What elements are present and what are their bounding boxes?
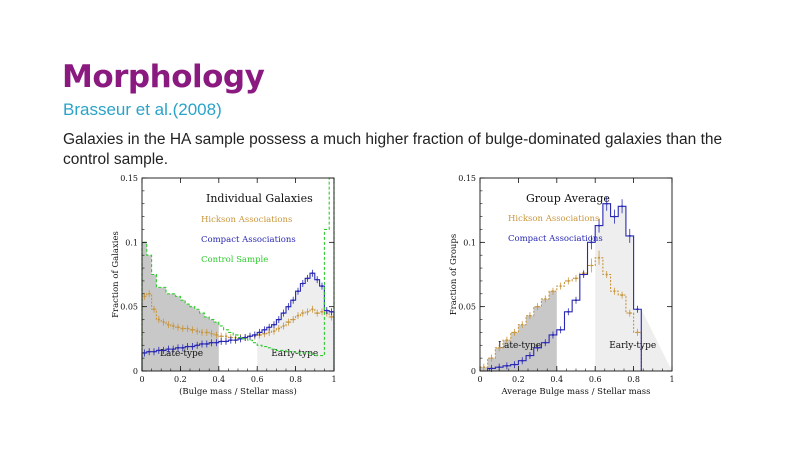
y-tick-label: 0.1	[463, 238, 476, 247]
x-tick-label: 0.8	[289, 375, 302, 384]
x-tick-label: 0.4	[212, 375, 225, 384]
x-tick-label: 0.2	[174, 375, 187, 384]
region-label-early-type: Early-type	[609, 341, 656, 351]
region-shade-late	[142, 242, 219, 371]
region-label-early-type: Early-type	[271, 349, 318, 359]
y-tick-label: 0.05	[120, 303, 138, 312]
x-tick-label: 0	[477, 375, 482, 384]
x-tick-label: 0.6	[251, 375, 264, 384]
y-tick-label: 0.05	[458, 303, 476, 312]
y-tick-label: 0.1	[125, 238, 138, 247]
legend-entry-hickson-associations: Hickson Associations	[508, 214, 599, 224]
x-tick-label: 1	[669, 375, 674, 384]
y-axis-label: Fraction of Groups	[449, 234, 459, 315]
x-axis-label: Average Bulge mass / Stellar mass	[500, 387, 650, 397]
group-average-chart: Late-type Early-type 0 0.2 0.4 0.6 0.8 1 0 0.05 0.…	[449, 174, 675, 397]
x-tick-label: 0	[139, 375, 144, 384]
series-line-compact-associations	[141, 272, 335, 371]
y-tick-label: 0.15	[120, 174, 138, 183]
x-axis-label: (Bulge mass / Stellar mass)	[179, 386, 297, 397]
legend-entry-hickson-associations: Hickson Associations	[201, 215, 292, 225]
x-tick-label: 0.2	[512, 375, 525, 384]
y-tick-label: 0	[471, 367, 476, 376]
x-tick-label: 0.8	[627, 375, 640, 384]
x-tick-label: 0.4	[550, 375, 563, 384]
y-axis-label: Fraction of Galaxies	[111, 231, 121, 318]
y-tick-label: 0.15	[458, 174, 476, 183]
legend-entry-control-sample: Control Sample	[201, 255, 268, 265]
individual-galaxies-chart: Late-type Early-type 0 0.2 0.4 0.6 0.8 1 0 0.05 0.…	[111, 174, 337, 397]
legend-entry-compact-associations: Compact Associations	[508, 234, 603, 244]
region-shade-early	[257, 273, 334, 371]
slide-body-text: Galaxies in the HA sample possess a much…	[63, 131, 723, 168]
chart-title: Individual Galaxies	[206, 192, 313, 205]
x-tick-label: 1	[331, 375, 336, 384]
slide-subtitle: Brasseur et al.(2008)	[63, 100, 222, 119]
chart-title: Group Average	[526, 192, 610, 205]
region-label-late-type: Late-type	[160, 349, 203, 359]
y-tick-label: 0	[133, 367, 138, 376]
slide-title: Morphology	[62, 59, 265, 95]
x-tick-label: 0.6	[589, 375, 602, 384]
series-line-control-sample	[141, 177, 335, 371]
series-line-compact-associations	[480, 203, 642, 372]
region-label-late-type: Late-type	[498, 341, 541, 351]
legend-entry-compact-associations: Compact Associations	[201, 235, 296, 245]
